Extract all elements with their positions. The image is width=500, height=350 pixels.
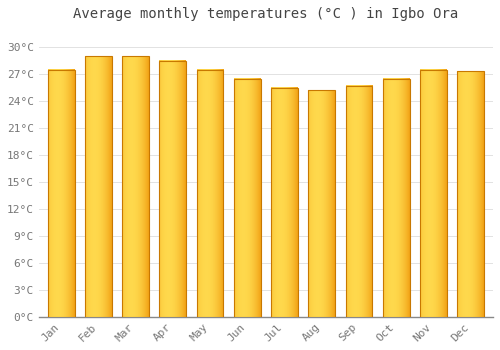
Bar	[383, 78, 409, 317]
Bar	[234, 78, 260, 317]
Bar	[458, 71, 484, 317]
Bar	[160, 61, 186, 317]
Bar	[122, 56, 149, 317]
Bar	[196, 70, 224, 317]
Bar	[346, 86, 372, 317]
Bar	[48, 70, 74, 317]
Bar	[420, 70, 447, 317]
Bar	[308, 90, 335, 317]
Bar	[85, 56, 112, 317]
Title: Average monthly temperatures (°C ) in Igbo Ora: Average monthly temperatures (°C ) in Ig…	[74, 7, 458, 21]
Bar	[271, 88, 298, 317]
